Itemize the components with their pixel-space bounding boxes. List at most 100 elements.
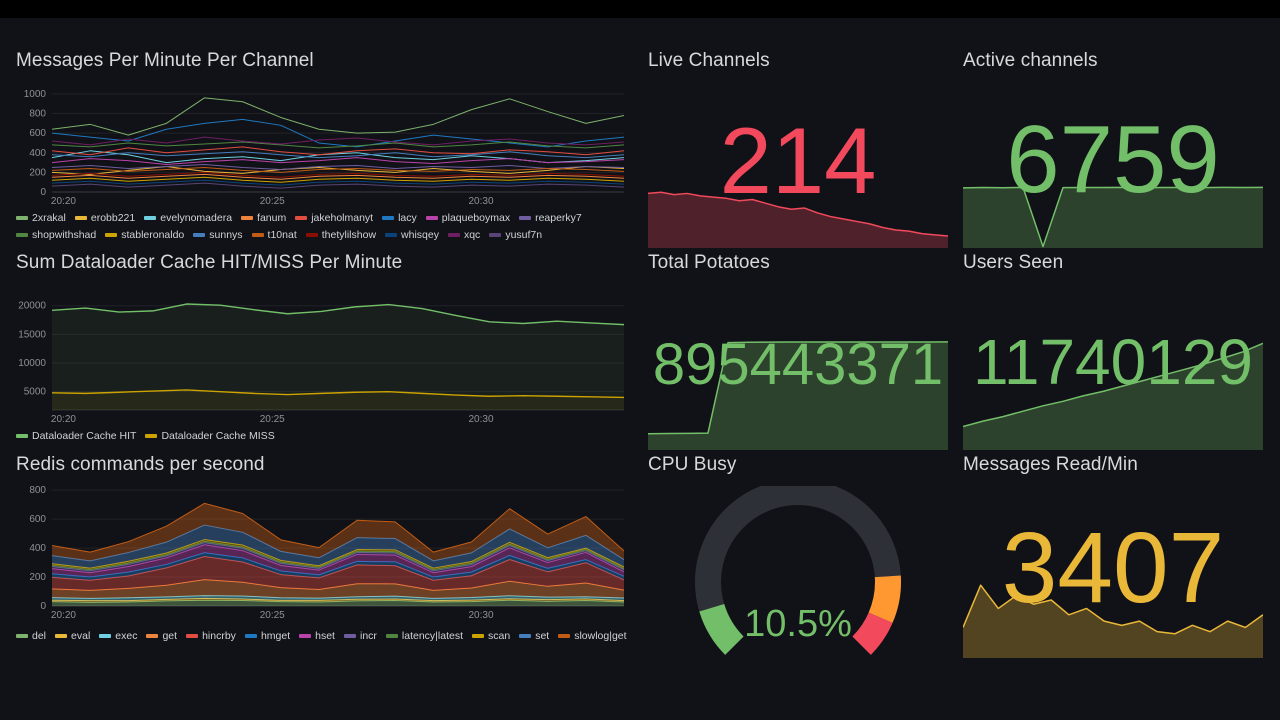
legend-marker-icon — [16, 233, 28, 237]
messages-read-value: 3407 — [1001, 512, 1225, 624]
svg-text:10000: 10000 — [18, 358, 46, 369]
panel-title-redis[interactable]: Redis commands per second — [16, 454, 265, 475]
legend-item-sunnys[interactable]: sunnys — [193, 229, 243, 241]
legend-label: evelynomadera — [160, 212, 233, 224]
panel-title-messages-per-minute[interactable]: Messages Per Minute Per Channel — [16, 50, 314, 71]
legend-label: stableronaldo — [121, 229, 185, 241]
svg-text:800: 800 — [29, 109, 46, 120]
legend-label: exec — [115, 630, 138, 642]
svg-text:600: 600 — [29, 128, 46, 139]
users-seen-sparkline[interactable] — [963, 340, 1263, 450]
legend-marker-icon — [244, 634, 257, 638]
legend-item-xqc[interactable]: xqc — [447, 229, 481, 241]
legend-marker-icon — [343, 634, 356, 638]
legend-item-Dataloader Cache MISS[interactable]: Dataloader Cache MISS — [145, 430, 275, 442]
messages-per-minute-chart[interactable]: 0 200 400 600 800 1000 20:20 20:25 20:30 — [16, 84, 628, 208]
legend-item-t10nat[interactable]: t10nat — [251, 229, 297, 241]
legend-item-del[interactable]: del — [16, 630, 46, 642]
active-channels-value: 6759 — [1006, 106, 1220, 213]
legend-item-lacy[interactable]: lacy — [382, 212, 417, 224]
legend-item-get[interactable]: get — [146, 630, 177, 642]
legend-item-erobb221[interactable]: erobb221 — [74, 212, 136, 224]
legend-item-incr[interactable]: incr — [343, 630, 377, 642]
cpu-busy-gauge[interactable]: 10.5% — [648, 486, 948, 658]
legend-label: scan — [488, 630, 511, 642]
legend-item-Dataloader Cache HIT[interactable]: Dataloader Cache HIT — [16, 430, 136, 442]
legend-label: latency|latest — [401, 630, 463, 642]
svg-text:15000: 15000 — [18, 329, 46, 340]
legend-item-eval[interactable]: eval — [55, 630, 90, 642]
legend-item-evelynomadera[interactable]: evelynomadera — [144, 212, 232, 224]
legend-item-set[interactable]: set — [519, 630, 549, 642]
legend-item-shopwithshad[interactable]: shopwithshad — [16, 229, 96, 241]
legend-label: del — [32, 630, 47, 642]
live-channels-sparkline[interactable] — [648, 190, 948, 248]
legend-marker-icon — [299, 634, 312, 638]
legend-label: t10nat — [267, 229, 297, 241]
panel-title-dataloader[interactable]: Sum Dataloader Cache HIT/MISS Per Minute — [16, 252, 403, 273]
legend-label: incr — [359, 630, 377, 642]
panel-title-active-channels[interactable]: Active channels — [963, 50, 1098, 71]
svg-text:0: 0 — [40, 187, 46, 198]
legend-item-yusuf7n[interactable]: yusuf7n — [489, 229, 542, 241]
legend-marker-icon — [472, 634, 484, 638]
legend-marker-icon — [16, 634, 28, 638]
svg-text:20:20: 20:20 — [51, 196, 76, 207]
active-channels-sparkline[interactable] — [963, 186, 1263, 248]
panel-title-messages-read[interactable]: Messages Read/Min — [963, 454, 1138, 475]
legend-item-whisqey[interactable]: whisqey — [385, 229, 439, 241]
svg-text:200: 200 — [29, 167, 46, 178]
legend-marker-icon — [105, 233, 118, 237]
svg-text:20:25: 20:25 — [260, 610, 285, 621]
legend-item-thetylilshow[interactable]: thetylilshow — [305, 229, 377, 241]
legend-item-reaperky7[interactable]: reaperky7 — [519, 212, 582, 224]
legend-item-2xrakal[interactable]: 2xrakal — [16, 212, 66, 224]
redis-chart[interactable]: 0 200 400 600 800 20:20 20:25 20:30 — [16, 482, 628, 622]
legend-item-stableronaldo[interactable]: stableronaldo — [105, 229, 184, 241]
legend-label: get — [162, 630, 178, 642]
legend-item-exec[interactable]: exec — [99, 630, 137, 642]
legend-marker-icon — [489, 233, 502, 237]
panel-title-users-seen[interactable]: Users Seen — [963, 252, 1064, 273]
legend-label: erobb221 — [90, 212, 136, 224]
svg-text:20000: 20000 — [18, 301, 46, 312]
legend-label: whisqey — [401, 229, 439, 241]
legend-item-hincrby[interactable]: hincrby — [186, 630, 236, 642]
legend-label: thetylilshow — [321, 229, 377, 241]
legend-label: hmget — [260, 630, 291, 642]
legend-marker-icon — [74, 216, 87, 220]
legend-marker-icon — [193, 233, 206, 237]
svg-text:200: 200 — [29, 572, 46, 583]
legend-label: lacy — [398, 212, 417, 224]
legend-item-hset[interactable]: hset — [299, 630, 335, 642]
legend-item-latency|latest[interactable]: latency|latest — [385, 630, 463, 642]
legend-marker-icon — [55, 634, 68, 638]
dataloader-chart[interactable]: 5000 10000 15000 20000 20:20 20:25 20:30 — [16, 294, 628, 426]
legend-marker-icon — [186, 634, 199, 638]
legend-item-plaqueboymax[interactable]: plaqueboymax — [425, 212, 511, 224]
legend-marker-icon — [251, 233, 264, 237]
panel-title-live-channels[interactable]: Live Channels — [648, 50, 770, 71]
legend-label: plaqueboymax — [441, 212, 511, 224]
legend-item-hmget[interactable]: hmget — [244, 630, 291, 642]
legend-label: xqc — [463, 229, 481, 241]
svg-text:20:20: 20:20 — [51, 610, 76, 621]
legend-marker-icon — [16, 216, 28, 220]
legend-marker-icon — [425, 216, 438, 220]
legend-item-slowlog|get[interactable]: slowlog|get — [558, 630, 627, 642]
legend-item-fanum[interactable]: fanum — [241, 212, 286, 224]
total-potatoes-sparkline[interactable] — [648, 338, 948, 450]
legend-label: slowlog|get — [574, 630, 627, 642]
legend-marker-icon — [305, 233, 318, 237]
legend-label: 2xrakal — [32, 212, 66, 224]
panel-title-total-potatoes[interactable]: Total Potatoes — [648, 252, 770, 273]
legend-item-scan[interactable]: scan — [472, 630, 510, 642]
svg-text:800: 800 — [29, 485, 46, 496]
legend-label: fanum — [257, 212, 287, 224]
svg-text:20:25: 20:25 — [260, 414, 285, 425]
messages-read-sparkline[interactable] — [963, 580, 1263, 658]
panel-title-cpu-busy[interactable]: CPU Busy — [648, 454, 737, 475]
top-bar — [0, 0, 1280, 18]
legend-item-jakeholmanyt[interactable]: jakeholmanyt — [295, 212, 373, 224]
legend-marker-icon — [385, 233, 398, 237]
